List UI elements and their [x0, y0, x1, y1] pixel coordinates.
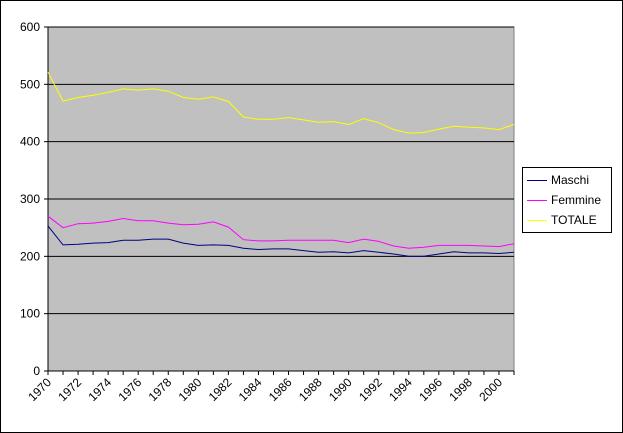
x-tick-label-1982: 1982 [206, 375, 235, 404]
legend-label-totale: TOTALE [551, 213, 597, 227]
legend-swatch-femmine [527, 199, 547, 201]
gridlines [48, 26, 514, 315]
y-tick-labels: 0 100 200 300 400 500 600 [20, 20, 40, 378]
y-tick-label-200: 200 [20, 249, 40, 263]
x-tick-label-1978: 1978 [146, 375, 175, 404]
x-tick-label-1976: 1976 [116, 375, 145, 404]
y-tick-label-600: 600 [20, 20, 40, 34]
legend-item-totale: TOTALE [527, 212, 597, 228]
y-tick-label-300: 300 [20, 192, 40, 206]
x-tick-label-1970: 1970 [25, 375, 54, 404]
legend-item-maschi: Maschi [527, 172, 589, 188]
y-tick-label-100: 100 [20, 307, 40, 321]
x-tick-label-1994: 1994 [386, 375, 415, 404]
x-tick-label-1992: 1992 [356, 375, 385, 404]
series-line-totale [47, 72, 515, 134]
y-tick-label-400: 400 [20, 135, 40, 149]
x-tick-labels: 1970 1972 1974 1976 1978 1980 1982 1984 1986 1988… [25, 375, 505, 404]
x-tick-label-1988: 1988 [296, 375, 325, 404]
legend-label-maschi: Maschi [551, 173, 590, 187]
legend: Maschi Femmine TOTALE [522, 167, 612, 233]
x-tick-label-2000: 2000 [476, 375, 505, 404]
y-tick-label-0: 0 [33, 364, 40, 378]
x-tick-label-1972: 1972 [55, 375, 84, 404]
x-tick-label-1986: 1986 [266, 375, 295, 404]
series-lines [47, 72, 515, 257]
x-tick-label-1996: 1996 [416, 375, 445, 404]
series-line-femmine [47, 215, 515, 249]
x-tick-label-1980: 1980 [176, 375, 205, 404]
legend-item-femmine: Femmine [527, 192, 601, 208]
legend-label-femmine: Femmine [551, 193, 602, 207]
series-line-maschi [47, 225, 515, 257]
y-tick-label-500: 500 [20, 77, 40, 91]
x-tick-label-1990: 1990 [326, 375, 355, 404]
x-tick-label-1974: 1974 [85, 375, 114, 404]
legend-swatch-maschi [527, 179, 547, 181]
legend-swatch-totale [527, 219, 547, 221]
x-tick-label-1998: 1998 [446, 375, 475, 404]
axes [44, 26, 515, 375]
x-tick-label-1984: 1984 [236, 375, 265, 404]
